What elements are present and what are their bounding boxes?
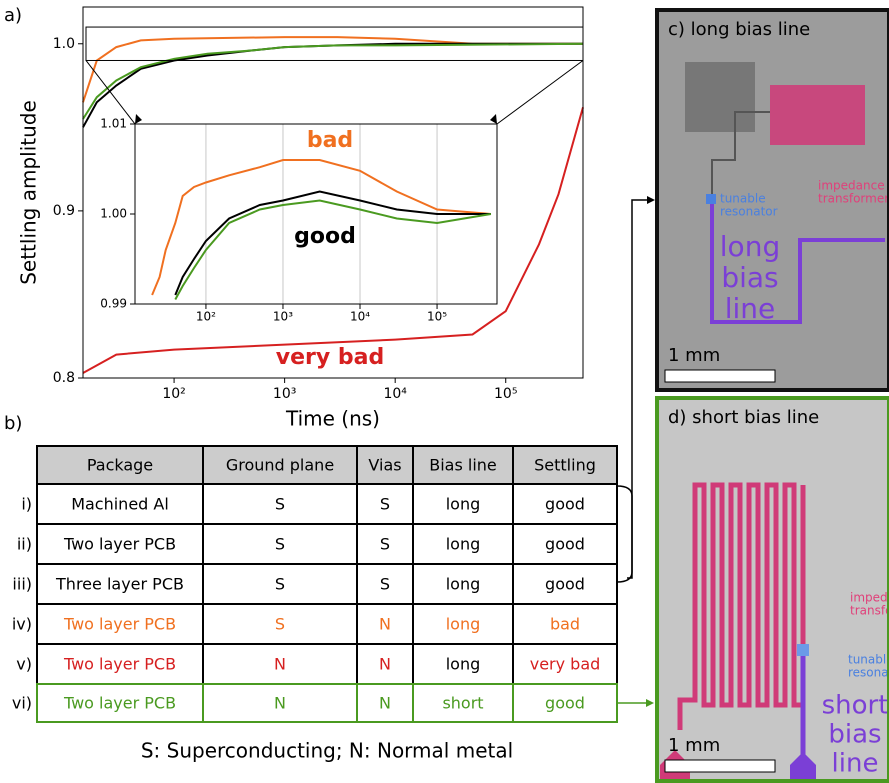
- row-label: v): [16, 655, 32, 674]
- connector: [627, 200, 648, 578]
- meander: [770, 85, 865, 145]
- table-header: Vias: [368, 456, 401, 475]
- row-label: vi): [12, 694, 32, 713]
- table-cell: S: [275, 495, 285, 514]
- scale-bar: [665, 370, 775, 382]
- table-cell: good: [545, 575, 585, 594]
- resonator: [797, 644, 809, 656]
- table-cell: good: [545, 535, 585, 554]
- table-cell: very bad: [530, 655, 601, 674]
- meander-grey: [685, 62, 755, 132]
- arrow-head: [647, 196, 655, 204]
- table-cell: S: [275, 535, 285, 554]
- table-cell: short: [442, 694, 483, 713]
- scale-bar: [665, 760, 775, 772]
- table-cell: N: [379, 694, 391, 713]
- table-cell: S: [275, 575, 285, 594]
- table-cell: N: [379, 615, 391, 634]
- table-cell: long: [446, 535, 481, 554]
- table-cell: long: [446, 615, 481, 634]
- annotation: good: [294, 224, 356, 249]
- x-axis-label: Time (ns): [285, 407, 380, 431]
- row-label: iii): [12, 575, 32, 594]
- photo-label: transformer: [818, 192, 889, 206]
- table-cell: long: [446, 495, 481, 514]
- table-cell: bad: [550, 615, 580, 634]
- table-cell: good: [545, 694, 585, 713]
- annotation: bad: [307, 128, 353, 153]
- table-cell: N: [274, 655, 286, 674]
- x-tick-label: 10⁵: [494, 386, 517, 402]
- x-tick-label: 10²: [162, 386, 185, 402]
- photo-label: transformer: [850, 604, 889, 618]
- row-label: ii): [17, 535, 32, 554]
- table-cell: S: [380, 495, 390, 514]
- y-tick-label: 0.9: [53, 203, 75, 219]
- arrow-head: [646, 699, 654, 707]
- row-label: iv): [12, 615, 32, 634]
- table-cell: Two layer PCB: [63, 655, 176, 674]
- photo-label: impedance: [818, 179, 885, 193]
- x-tick-label: 10⁴: [350, 310, 370, 324]
- y-tick-label: 1.01: [100, 117, 127, 131]
- row-label: i): [21, 495, 32, 514]
- table-header: Bias line: [429, 456, 497, 475]
- x-tick-label: 10⁴: [383, 386, 407, 402]
- y-tick-label: 0.8: [53, 370, 75, 386]
- table-cell: Machined Al: [71, 495, 169, 514]
- table-cell: N: [379, 655, 391, 674]
- scale-label: 1 mm: [668, 735, 720, 756]
- table-cell: long: [446, 655, 481, 674]
- photo-label: resonator: [720, 205, 778, 219]
- y-axis-label: Settling amplitude: [17, 100, 41, 285]
- photo-label: tunable: [848, 653, 889, 667]
- panel-title: d) short bias line: [668, 407, 819, 428]
- x-tick-label: 10³: [273, 310, 293, 324]
- resonator: [706, 194, 716, 204]
- figure: a) b) 10² 10³ 10⁴ 10⁵ 0.8 0.9 1.0 Time (ns) Sett…: [0, 0, 889, 783]
- table-cell: S: [275, 615, 285, 634]
- photo-label: short: [822, 691, 889, 721]
- photo-label: bias: [721, 261, 778, 294]
- table-cell: good: [545, 495, 585, 514]
- table-header: Settling: [534, 456, 596, 475]
- table-cell: Two layer PCB: [63, 615, 176, 634]
- footnote: S: Superconducting; N: Normal metal: [141, 739, 513, 763]
- photo-label: line: [725, 292, 776, 325]
- table-cell: long: [446, 575, 481, 594]
- panel-title: c) long bias line: [668, 19, 810, 40]
- x-tick-label: 10³: [273, 386, 296, 402]
- table-cell: S: [380, 535, 390, 554]
- x-tick-label: 10⁵: [427, 310, 447, 324]
- table-cell: S: [380, 575, 390, 594]
- table-cell: Two layer PCB: [63, 535, 176, 554]
- table-cell: N: [274, 694, 286, 713]
- photo-label: line: [832, 749, 879, 779]
- table-cell: Two layer PCB: [63, 694, 176, 713]
- table-cell: Three layer PCB: [55, 575, 184, 594]
- panel-label: a): [4, 5, 22, 26]
- photo-label: tunable: [720, 192, 766, 206]
- x-tick-label: 10²: [196, 310, 216, 324]
- table-header: Package: [87, 456, 153, 475]
- scale-label: 1 mm: [668, 345, 720, 366]
- photo-label: resonator: [848, 666, 889, 680]
- photo-label: long: [720, 230, 780, 263]
- photo-label: bias: [828, 720, 881, 750]
- y-tick-label: 1.0: [53, 36, 75, 52]
- y-tick-label: 0.99: [100, 297, 127, 311]
- photo-label: impedance: [850, 591, 889, 605]
- panel-label: b): [4, 413, 22, 434]
- table-header: Ground plane: [226, 456, 334, 475]
- y-tick-label: 1.00: [100, 207, 127, 221]
- annotation: very bad: [276, 345, 384, 370]
- bracket: [617, 486, 632, 582]
- micrograph: d) short bias line 1 mm impedancetransform…: [655, 396, 889, 783]
